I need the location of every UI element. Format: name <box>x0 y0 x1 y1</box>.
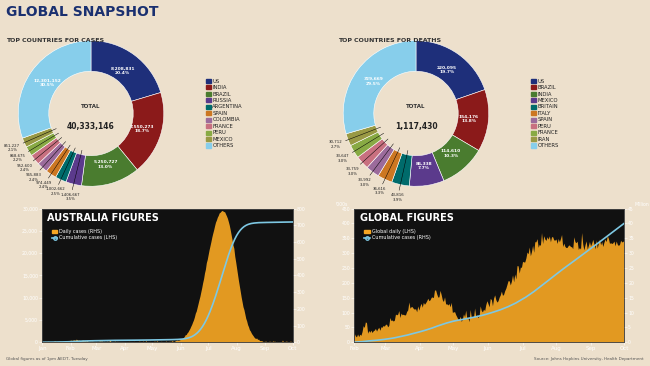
Wedge shape <box>358 139 387 167</box>
Text: 114,610
10.3%: 114,610 10.3% <box>441 149 461 158</box>
Wedge shape <box>91 41 161 101</box>
Wedge shape <box>38 143 65 171</box>
Text: 12,301,152
30.5%: 12,301,152 30.5% <box>34 79 61 87</box>
Text: '000s: '000s <box>335 202 348 207</box>
Wedge shape <box>343 41 416 134</box>
Wedge shape <box>27 133 57 156</box>
Wedge shape <box>346 125 378 146</box>
Text: 868,675
2.2%: 868,675 2.2% <box>10 133 58 163</box>
Text: 33,992
3.0%: 33,992 3.0% <box>358 144 393 187</box>
Wedge shape <box>378 150 402 182</box>
Wedge shape <box>66 153 85 186</box>
Text: TOTAL: TOTAL <box>406 104 426 109</box>
Text: Source: Johns Hopkins University, Health Department: Source: Johns Hopkins University, Health… <box>534 356 644 361</box>
Text: 86,338
7.7%: 86,338 7.7% <box>415 162 432 170</box>
Text: GLOBAL SNAPSHOT: GLOBAL SNAPSHOT <box>6 5 159 19</box>
Text: TOP COUNTRIES FOR CASES: TOP COUNTRIES FOR CASES <box>6 38 105 44</box>
Text: 40,333,146: 40,333,146 <box>67 122 115 131</box>
Wedge shape <box>56 150 77 182</box>
Wedge shape <box>81 146 137 186</box>
Wedge shape <box>31 138 60 164</box>
Wedge shape <box>392 153 412 186</box>
Legend: US, BRAZIL, INDIA, MEXICO, BRITAIN, ITALY, SPAIN, PERU, FRANCE, IRAN, OTHERS: US, BRAZIL, INDIA, MEXICO, BRITAIN, ITAL… <box>532 79 558 148</box>
Wedge shape <box>350 132 382 157</box>
Wedge shape <box>46 147 70 177</box>
Text: 43,816
3.9%: 43,816 3.9% <box>391 150 408 202</box>
Text: TOTAL: TOTAL <box>81 104 101 109</box>
Text: Million: Million <box>635 202 649 207</box>
Legend: Global daily (LHS), Cumulative cases (RHS): Global daily (LHS), Cumulative cases (RH… <box>362 227 432 242</box>
Legend: Daily cases (RHS), Cumulative cases (LHS): Daily cases (RHS), Cumulative cases (LHS… <box>49 227 120 242</box>
Wedge shape <box>410 153 444 186</box>
Text: 7,550,273
18.7%: 7,550,273 18.7% <box>129 125 154 133</box>
Text: 5,250,727
13.0%: 5,250,727 13.0% <box>94 160 118 169</box>
Wedge shape <box>416 41 485 100</box>
Wedge shape <box>18 41 91 138</box>
Wedge shape <box>367 145 394 176</box>
Text: TOP COUNTRIES FOR DEATHS: TOP COUNTRIES FOR DEATHS <box>338 38 441 44</box>
Text: AUSTRALIA FIGURES: AUSTRALIA FIGURES <box>47 213 159 223</box>
Text: 220,095
19.7%: 220,095 19.7% <box>437 66 457 74</box>
Text: 33,647
3.0%: 33,647 3.0% <box>336 133 384 163</box>
Text: 329,669
29.5%: 329,669 29.5% <box>363 77 383 86</box>
Text: 30,712
2.7%: 30,712 2.7% <box>329 127 381 149</box>
Text: 154,176
13.8%: 154,176 13.8% <box>459 115 479 123</box>
Text: Global figures as of 1pm AEDT, Tuesday: Global figures as of 1pm AEDT, Tuesday <box>6 356 88 361</box>
Text: 36,616
3.3%: 36,616 3.3% <box>372 147 400 195</box>
Text: 1,117,430: 1,117,430 <box>395 122 437 131</box>
Text: GLOBAL FIGURES: GLOBAL FIGURES <box>359 213 454 223</box>
Text: 952,600
2.4%: 952,600 2.4% <box>17 138 62 172</box>
Text: 851,227
2.1%: 851,227 2.1% <box>4 128 57 152</box>
Text: 1,406,667
3.5%: 1,406,667 3.5% <box>60 150 82 201</box>
Wedge shape <box>23 128 53 147</box>
Text: 1,002,662
2.5%: 1,002,662 2.5% <box>46 148 75 196</box>
Wedge shape <box>118 93 164 170</box>
Legend: US, INDIA, BRAZIL, RUSSIA, ARGENTINA, SPAIN, COLOMBIA, FRANCE, PERU, MEXICO, OTH: US, INDIA, BRAZIL, RUSSIA, ARGENTINA, SP… <box>207 79 243 148</box>
Wedge shape <box>452 90 489 150</box>
Text: 965,883
2.4%: 965,883 2.4% <box>25 142 66 182</box>
Text: 8,208,831
20.4%: 8,208,831 20.4% <box>111 67 135 75</box>
Text: 974,449
2.4%: 974,449 2.4% <box>36 145 70 190</box>
Wedge shape <box>432 135 478 181</box>
Text: 33,759
3.0%: 33,759 3.0% <box>346 139 388 176</box>
